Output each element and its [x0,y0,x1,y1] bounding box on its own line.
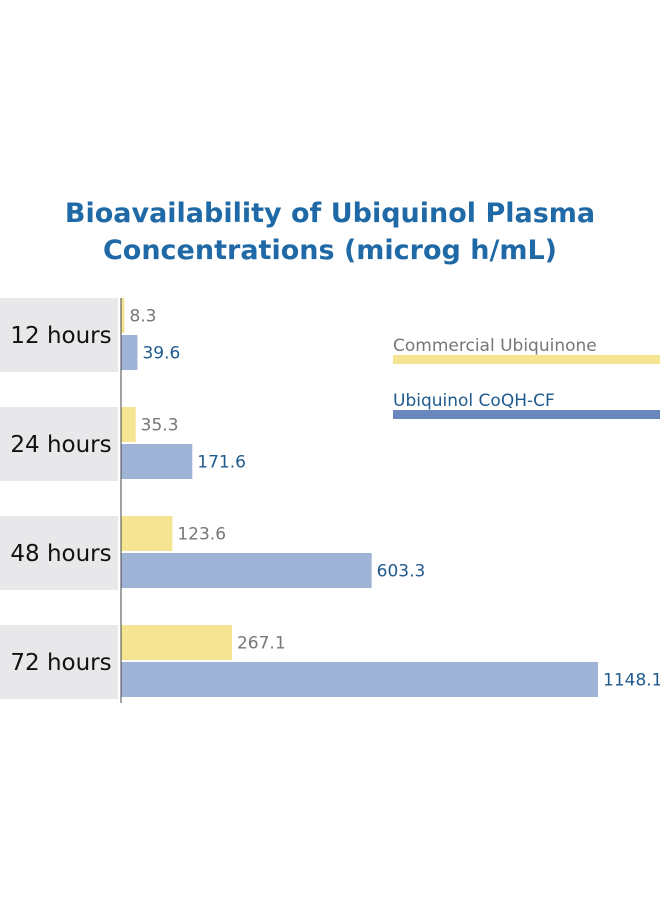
bar [121,444,193,479]
category-band [0,625,118,699]
legend-swatch [393,355,660,364]
bar [121,335,138,370]
legend-swatch [393,410,660,419]
category-label: 24 hours [10,432,111,458]
data-label: 1148.1 [603,671,660,691]
category-band [0,298,118,372]
bar [121,298,125,333]
category-band [0,407,118,481]
data-label: 123.6 [177,525,226,545]
data-label: 267.1 [237,634,286,654]
category-label: 48 hours [10,541,111,567]
chart-title: Bioavailability of Ubiquinol Plasma Conc… [65,198,595,266]
chart-title-line-2: Concentrations (microg h/mL) [103,235,557,266]
bar [121,516,173,551]
bars [121,298,598,697]
bar [121,407,136,442]
value-labels: 8.3 39.6 35.3 171.6 123.6 603.3 267.1 1148.1 [129,307,660,691]
legend-label: Ubiquinol CoQH-CF [393,391,555,411]
data-label: 39.6 [142,344,180,364]
bar [121,662,598,697]
bar [121,553,372,588]
category-bands: 12 hours 24 hours 48 hours 72 hours [0,298,118,699]
data-label: 8.3 [129,307,156,327]
category-label: 12 hours [10,323,111,349]
category-band [0,516,118,590]
category-label: 72 hours [10,650,111,676]
bar [121,625,232,660]
legend: Commercial Ubiquinone Ubiquinol CoQH-CF [393,336,660,419]
legend-label: Commercial Ubiquinone [393,336,597,356]
data-label: 603.3 [377,562,426,582]
chart-title-line-1: Bioavailability of Ubiquinol Plasma [65,198,595,229]
data-label: 171.6 [197,453,246,473]
data-label: 35.3 [141,416,179,436]
